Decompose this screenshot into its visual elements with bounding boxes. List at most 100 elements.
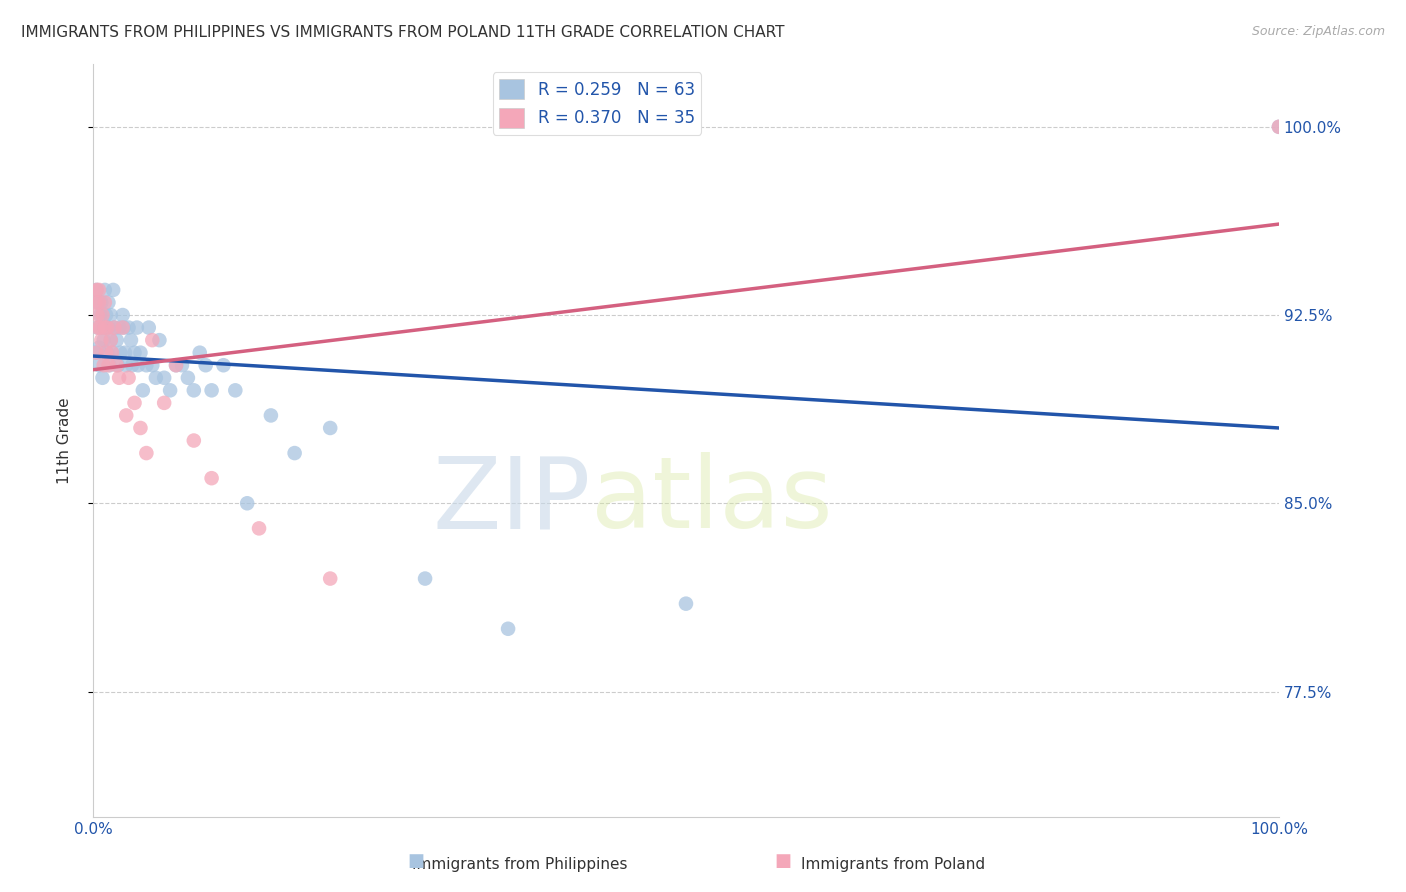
Point — [91, 371, 114, 385]
Point — [89, 308, 111, 322]
Text: Immigrants from Poland: Immigrants from Poland — [801, 857, 984, 872]
Point — [188, 345, 211, 359]
Point — [165, 358, 187, 372]
Point — [93, 358, 115, 372]
Point — [159, 384, 181, 398]
Point — [194, 358, 217, 372]
Point — [101, 283, 124, 297]
Point — [87, 320, 110, 334]
Point — [97, 320, 120, 334]
Point — [117, 320, 139, 334]
Point — [91, 308, 114, 322]
Point — [87, 295, 110, 310]
Point — [121, 358, 143, 372]
Point — [212, 358, 235, 372]
Point — [413, 572, 436, 586]
Point — [115, 358, 138, 372]
Point — [97, 295, 120, 310]
Point — [129, 421, 152, 435]
Point — [117, 371, 139, 385]
Point — [120, 333, 142, 347]
Point — [135, 358, 157, 372]
Point — [141, 333, 163, 347]
Text: ZIP: ZIP — [433, 452, 591, 549]
Point — [86, 283, 108, 297]
Point — [224, 384, 246, 398]
Point — [132, 384, 155, 398]
Point — [93, 333, 115, 347]
Point — [86, 283, 108, 297]
Point — [135, 446, 157, 460]
Point — [145, 371, 167, 385]
Point — [201, 384, 224, 398]
Point — [89, 320, 111, 334]
Legend: R = 0.259   N = 63, R = 0.370   N = 35: R = 0.259 N = 63, R = 0.370 N = 35 — [492, 72, 702, 135]
Point — [84, 345, 107, 359]
Point — [319, 572, 342, 586]
Point — [170, 358, 193, 372]
Point — [153, 396, 176, 410]
Text: IMMIGRANTS FROM PHILIPPINES VS IMMIGRANTS FROM POLAND 11TH GRADE CORRELATION CHA: IMMIGRANTS FROM PHILIPPINES VS IMMIGRANT… — [21, 25, 785, 40]
Point — [94, 320, 117, 334]
Point — [94, 295, 117, 310]
Text: ■: ■ — [775, 852, 792, 870]
Point — [94, 345, 117, 359]
Point — [87, 341, 110, 355]
Y-axis label: 11th Grade: 11th Grade — [58, 397, 72, 483]
Point — [129, 345, 152, 359]
Point — [100, 333, 122, 347]
Point — [1268, 120, 1291, 134]
Point — [111, 308, 134, 322]
Point — [201, 471, 224, 485]
Point — [165, 358, 187, 372]
Point — [114, 345, 136, 359]
Point — [127, 358, 149, 372]
Point — [86, 345, 108, 359]
Point — [90, 333, 112, 347]
Point — [100, 308, 122, 322]
Point — [675, 597, 697, 611]
Point — [153, 371, 176, 385]
Point — [103, 320, 125, 334]
Point — [124, 396, 146, 410]
Point — [108, 371, 131, 385]
Point — [97, 358, 120, 372]
Point — [148, 333, 170, 347]
Point — [183, 434, 205, 448]
Text: ■: ■ — [408, 852, 425, 870]
Point — [87, 320, 110, 334]
Point — [94, 283, 117, 297]
Point — [108, 320, 131, 334]
Text: Source: ZipAtlas.com: Source: ZipAtlas.com — [1251, 25, 1385, 38]
Point — [110, 345, 132, 359]
Point — [115, 409, 138, 423]
Point — [87, 295, 110, 310]
Point — [87, 308, 110, 322]
Point — [1268, 120, 1291, 134]
Point — [94, 308, 117, 322]
Point — [496, 622, 519, 636]
Point — [84, 295, 107, 310]
Point — [236, 496, 259, 510]
Point — [141, 358, 163, 372]
Point — [112, 320, 135, 334]
Point — [96, 320, 118, 334]
Point — [100, 333, 122, 347]
Point — [87, 358, 110, 372]
Point — [87, 283, 110, 297]
Point — [138, 320, 160, 334]
Point — [91, 320, 114, 334]
Point — [124, 345, 146, 359]
Point — [101, 345, 124, 359]
Point — [103, 320, 125, 334]
Point — [98, 358, 121, 372]
Point — [101, 345, 124, 359]
Point — [319, 421, 342, 435]
Point — [183, 384, 205, 398]
Point — [107, 358, 129, 372]
Point — [105, 358, 128, 372]
Point — [96, 345, 118, 359]
Point — [284, 446, 307, 460]
Point — [247, 521, 270, 535]
Point — [125, 320, 148, 334]
